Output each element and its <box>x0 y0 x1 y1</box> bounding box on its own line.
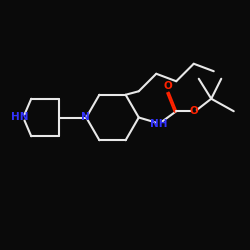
Text: O: O <box>163 81 172 91</box>
Text: N: N <box>81 112 90 122</box>
Text: NH: NH <box>150 119 168 129</box>
Text: O: O <box>190 106 198 116</box>
Text: HN: HN <box>11 112 29 122</box>
